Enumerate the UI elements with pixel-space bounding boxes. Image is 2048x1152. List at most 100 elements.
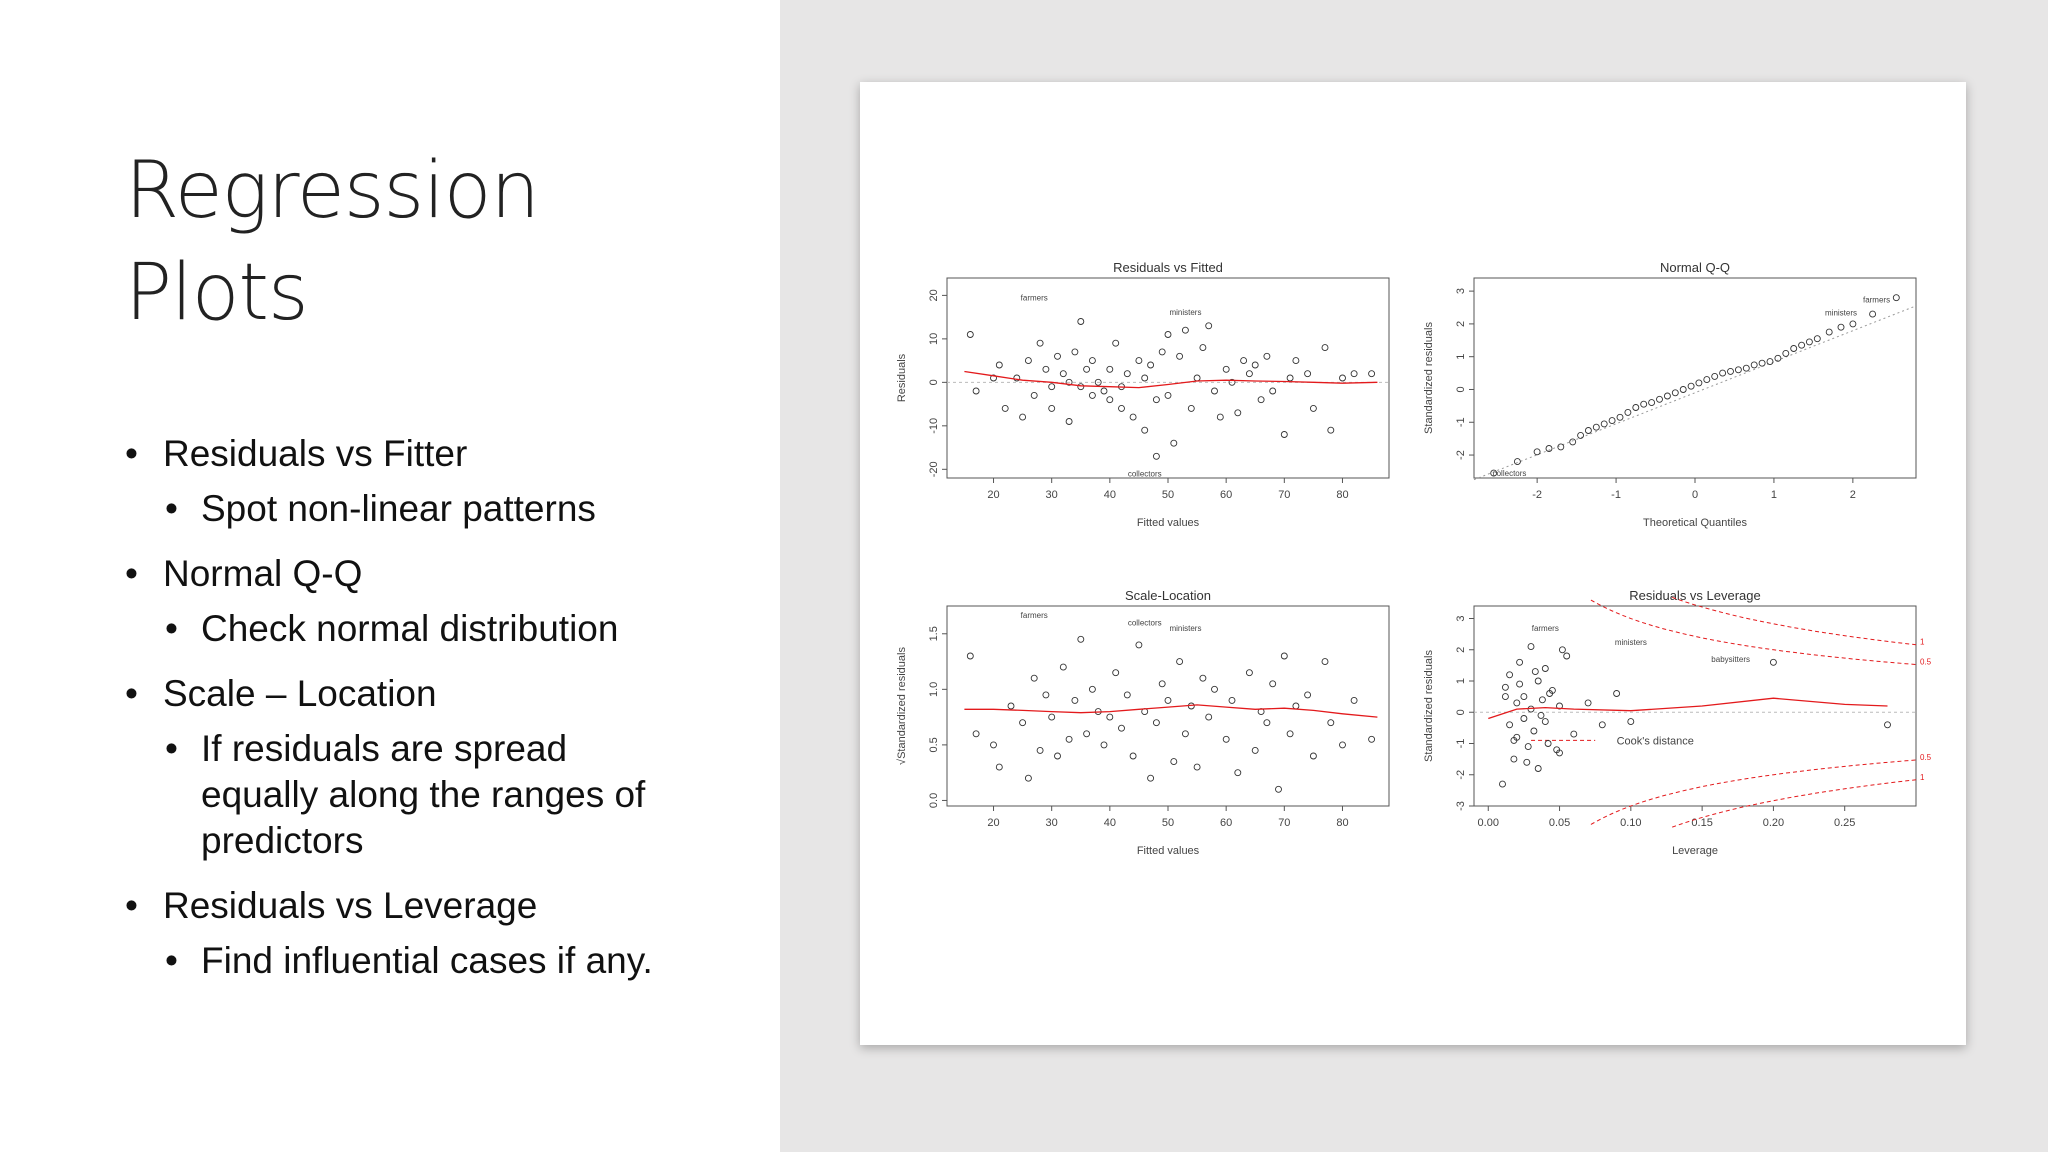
plot3-point-label: ministers	[1169, 624, 1201, 633]
plot2-point	[1624, 408, 1632, 416]
plot1-point	[1001, 404, 1009, 412]
plot4-point	[1544, 740, 1552, 747]
plot1-point	[1019, 413, 1027, 421]
plot3-point	[1304, 691, 1312, 699]
plot1-point	[1118, 404, 1125, 412]
plot2-point	[1533, 448, 1541, 456]
plot4-point	[1510, 736, 1518, 744]
plot1-point	[1181, 326, 1189, 334]
plot1-point	[1071, 348, 1079, 356]
plot3-point	[1193, 763, 1201, 771]
plot2-point	[1584, 427, 1592, 434]
plot1-frame	[946, 277, 1390, 479]
plot4-point	[1501, 693, 1509, 701]
plot3-xtick-label: 50	[1162, 817, 1174, 829]
plot4-xtick-label: 0.25	[1834, 817, 1855, 829]
plot1-point	[1193, 374, 1201, 382]
plot4-point	[1506, 671, 1514, 679]
sub-bullet-influential: Find influential cases if any.	[125, 938, 765, 984]
plot4-point	[1598, 721, 1606, 729]
plot3-point	[1234, 769, 1242, 777]
plot3-title: Scale-Location	[1125, 588, 1211, 603]
plot1-point	[1042, 365, 1050, 373]
plot2-xtick-label: 0	[1692, 489, 1698, 501]
plot2-point	[1742, 364, 1750, 372]
plot4-point	[1534, 765, 1542, 772]
plot3-smooth-line	[964, 704, 1378, 718]
plot3-point	[1135, 641, 1143, 649]
plot2-xtick-label: 2	[1850, 489, 1856, 501]
plot1-point	[1059, 370, 1067, 378]
plot2-point	[1671, 389, 1679, 397]
plot2-ytick-label: 0	[1455, 386, 1467, 392]
plot1-point	[995, 361, 1003, 369]
plot1-point	[1088, 391, 1096, 399]
plot2-point	[1569, 438, 1577, 446]
plot4-point	[1553, 746, 1561, 754]
plot2-ytick-label: 1	[1455, 354, 1467, 360]
plot1-point	[1106, 396, 1114, 404]
plot1-xtick-label: 30	[1046, 489, 1058, 501]
plot4-ytick-label: -3	[1455, 801, 1467, 811]
plot4-point	[1563, 652, 1571, 660]
plot2-point	[1679, 386, 1687, 393]
plot1-point	[1211, 387, 1218, 395]
plot2-point	[1557, 443, 1565, 451]
plot4-point	[1516, 658, 1524, 666]
sub-bullet-normal-distribution: Check normal distribution	[125, 606, 765, 652]
plot1-point	[1036, 339, 1044, 347]
plot1-point	[1199, 344, 1207, 352]
plot3-point	[1164, 696, 1172, 704]
plot1-point	[1152, 452, 1160, 460]
plot1-smooth-line	[964, 370, 1378, 389]
plot1-point	[972, 387, 980, 395]
plot4-xtick-label: 0.00	[1478, 817, 1499, 829]
plot3-point	[1339, 741, 1346, 749]
plot1-ylabel: Residuals	[896, 353, 908, 402]
plot2-point	[1790, 345, 1798, 352]
plot1-point	[1048, 404, 1056, 412]
plot4-ytick-label: 3	[1455, 615, 1467, 621]
plot1-point	[1088, 357, 1096, 365]
plot3-point	[1112, 669, 1120, 677]
plot1-point	[990, 374, 997, 382]
plot2-ytick-label: 3	[1455, 288, 1467, 294]
title-line-1: Regression	[125, 146, 540, 236]
plot2-point	[1798, 341, 1806, 349]
plot4-point	[1558, 646, 1566, 654]
plot1-point	[1170, 439, 1178, 447]
plot3-point	[1228, 696, 1236, 704]
plot4-cooks-level-label: 0.5	[1920, 658, 1932, 667]
plot3-point	[995, 763, 1003, 771]
plot2-point	[1727, 367, 1734, 375]
plot1-point	[1321, 344, 1329, 352]
plot1-point	[1077, 383, 1085, 391]
plot3-point	[1199, 674, 1207, 682]
plot3-point	[1286, 730, 1294, 738]
plot4-point	[1501, 683, 1509, 691]
plot1-point	[1141, 374, 1149, 382]
plot4-ylabel: Standardized residuals	[1423, 650, 1435, 762]
plot2-xlabel: Theoretical Quantiles	[1643, 517, 1747, 529]
plot3-point	[1309, 752, 1317, 760]
plot1-point	[1158, 348, 1166, 356]
plot1-point	[1245, 370, 1253, 378]
plot4-point-label: babysitters	[1711, 655, 1750, 664]
plot1-point	[1350, 370, 1358, 378]
plot1-point	[1304, 370, 1312, 378]
plot3-point	[1152, 719, 1160, 727]
plot1-point	[1106, 365, 1114, 373]
plot2-point	[1577, 431, 1585, 439]
plot4-cooks-level-label: 1	[1920, 638, 1925, 647]
plot1-point	[1205, 322, 1213, 330]
sub-bullet-non-linear: Spot non-linear patterns	[125, 486, 765, 532]
plot1-point	[1094, 378, 1102, 386]
plot1-point	[1309, 404, 1317, 412]
plot1-point	[1164, 391, 1172, 399]
plot4-point	[1510, 755, 1518, 763]
plot4-point	[1613, 690, 1621, 697]
plot1-xtick-label: 60	[1220, 489, 1232, 501]
plot2-xtick-label: -2	[1532, 489, 1542, 501]
plot3-point	[1036, 746, 1044, 754]
